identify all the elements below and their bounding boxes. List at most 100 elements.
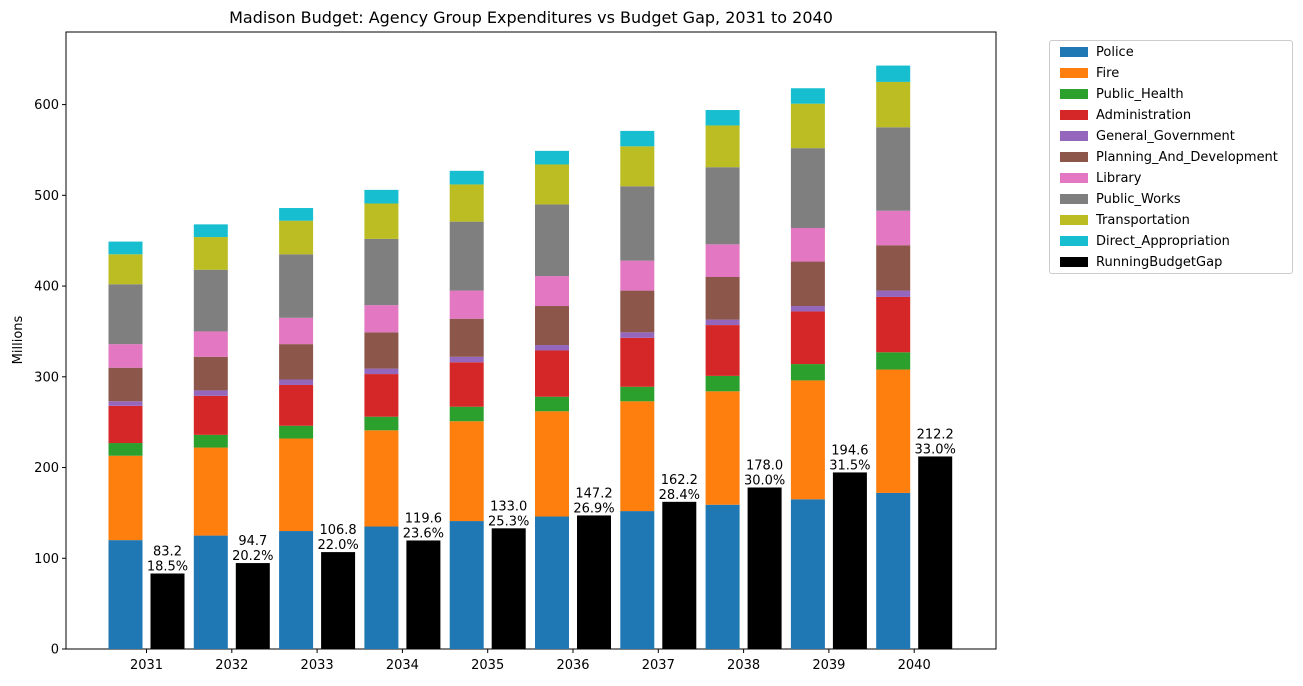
legend-swatch (1060, 257, 1088, 267)
chart-title: Madison Budget: Agency Group Expenditure… (229, 8, 833, 27)
legend-item: Transportation (1060, 211, 1190, 229)
bar-library (876, 210, 911, 246)
legend: Police Fire Public_Health Administration Gen… (1049, 40, 1293, 274)
bar-general-government (876, 290, 911, 297)
bar-transportation (193, 237, 228, 270)
legend-swatch (1060, 110, 1088, 120)
legend-swatch (1060, 89, 1088, 99)
bar-library (279, 317, 314, 345)
bar-public-works (193, 269, 228, 332)
legend-item: Planning_And_Development (1060, 148, 1278, 166)
bar-planning-and-development (279, 344, 314, 380)
x-tick-label: 2036 (556, 658, 589, 673)
bar-running-budget-gap (577, 515, 611, 649)
bar-direct-appropriation (364, 189, 399, 204)
bar-fire (876, 369, 911, 493)
bar-transportation (279, 220, 314, 255)
bar-general-government (364, 368, 399, 375)
bar-running-budget-gap (747, 487, 782, 649)
bar-library (620, 260, 655, 291)
bar-public-works (705, 167, 740, 245)
legend-swatch (1060, 194, 1088, 204)
bar-direct-appropriation (790, 88, 825, 104)
gap-percent-label: 20.2% (232, 549, 273, 564)
bar-fire (108, 455, 143, 541)
bar-direct-appropriation (535, 150, 569, 165)
y-tick-label: 100 (34, 552, 59, 567)
gap-percent-label: 26.9% (573, 501, 614, 516)
bar-transportation (364, 203, 399, 239)
bar-police (535, 516, 569, 649)
gap-percent-label: 25.3% (488, 514, 529, 529)
x-tick-label: 2033 (301, 658, 334, 673)
gap-percent-label: 31.5% (829, 458, 870, 473)
bar-running-budget-gap (832, 472, 867, 649)
bar-administration (535, 350, 569, 397)
legend-item: Public_Health (1060, 85, 1184, 103)
bar-library (535, 276, 569, 307)
gap-percent-label: 28.4% (659, 488, 700, 503)
gap-percent-label: 23.6% (403, 526, 444, 541)
legend-label: Library (1096, 170, 1142, 186)
bar-direct-appropriation (193, 224, 228, 238)
bar-police (790, 499, 825, 649)
bar-library (364, 305, 399, 333)
legend-swatch (1060, 47, 1088, 57)
bar-administration (705, 325, 740, 376)
bar-public-health (535, 396, 569, 412)
legend-item: RunningBudgetGap (1060, 253, 1222, 271)
bar-police (108, 540, 143, 649)
bar-police (279, 531, 314, 649)
bar-general-government (279, 379, 314, 385)
bar-planning-and-development (193, 356, 228, 391)
legend-item: Direct_Appropriation (1060, 232, 1230, 250)
bar-library (790, 227, 825, 262)
x-tick-label: 2037 (642, 658, 675, 673)
bar-running-budget-gap (406, 540, 441, 649)
bar-planning-and-development (535, 306, 569, 346)
bar-library (705, 244, 740, 277)
y-tick-label: 300 (34, 370, 59, 385)
bar-running-budget-gap (235, 563, 270, 649)
bar-running-budget-gap (150, 573, 185, 649)
bar-public-health (790, 364, 825, 381)
legend-label: Planning_And_Development (1096, 149, 1278, 165)
bar-fire (705, 391, 740, 505)
bar-planning-and-development (364, 332, 399, 369)
gap-percent-label: 33.0% (915, 442, 956, 457)
gap-percent-label: 30.0% (744, 473, 785, 488)
bar-public-health (620, 386, 655, 402)
bar-transportation (876, 81, 911, 128)
bar-police (364, 526, 399, 649)
bar-public-works (876, 127, 911, 211)
bar-general-government (535, 345, 569, 351)
bar-running-budget-gap (662, 501, 697, 649)
bar-fire (364, 430, 399, 527)
bar-fire (193, 447, 228, 536)
legend-label: Fire (1096, 65, 1120, 81)
gap-value-label: 106.8 (319, 523, 356, 538)
bar-public-works (279, 254, 314, 318)
bar-transportation (449, 184, 484, 222)
legend-swatch (1060, 152, 1088, 162)
x-tick-label: 2038 (727, 658, 760, 673)
bar-administration (876, 296, 911, 353)
legend-item: Fire (1060, 64, 1119, 82)
y-tick-label: 0 (51, 643, 59, 658)
legend-item: Police (1060, 43, 1134, 61)
gap-percent-label: 18.5% (147, 560, 188, 575)
bar-general-government (790, 306, 825, 312)
bar-fire (790, 380, 825, 500)
x-tick-label: 2039 (812, 658, 845, 673)
gap-value-label: 162.2 (661, 473, 698, 488)
bar-running-budget-gap (321, 552, 356, 649)
bar-planning-and-development (790, 261, 825, 307)
bar-police (705, 504, 740, 649)
legend-swatch (1060, 173, 1088, 183)
bar-public-works (535, 204, 569, 277)
gap-value-label: 119.6 (405, 511, 442, 526)
bar-public-health (108, 443, 143, 456)
legend-label: RunningBudgetGap (1096, 254, 1223, 270)
